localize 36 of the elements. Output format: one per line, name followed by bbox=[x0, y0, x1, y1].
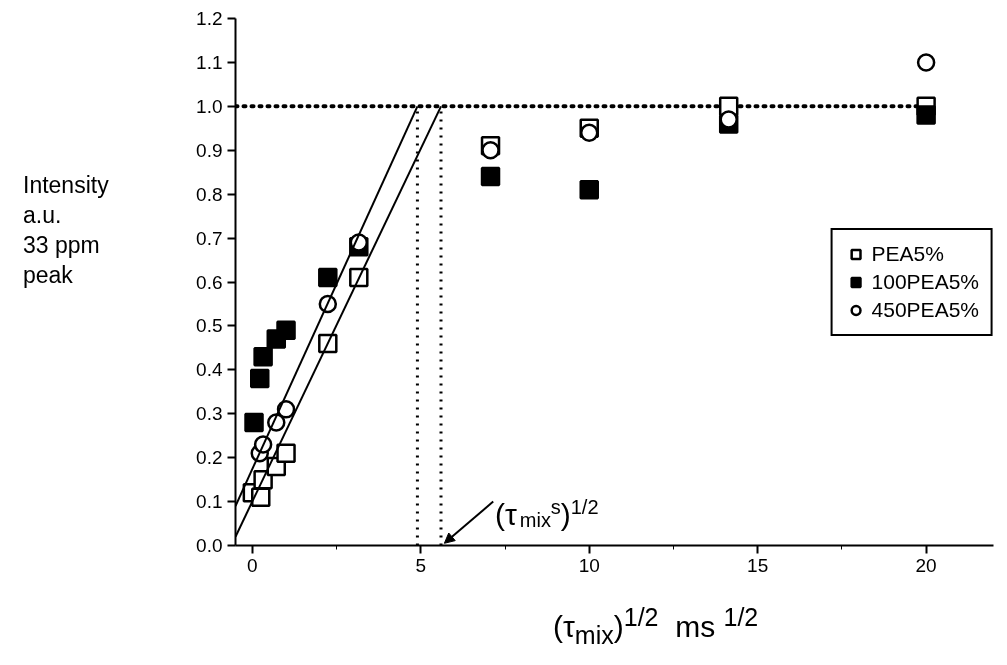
point bbox=[916, 53, 936, 72]
y-tick-label: 0.1 bbox=[196, 491, 223, 513]
point bbox=[244, 412, 264, 433]
point bbox=[318, 267, 338, 288]
x-axis-title: (τ$_{mix}$)$^{1/2}$ ms $^{1/2}$ bbox=[553, 602, 759, 651]
legend-label: PEA5% bbox=[871, 241, 944, 266]
y-tick-label: 0.5 bbox=[196, 315, 223, 337]
y-tick-label: 1.1 bbox=[196, 51, 223, 73]
y-tick-label: 0.4 bbox=[196, 359, 223, 381]
y-tick-label: 0.2 bbox=[196, 447, 223, 469]
legend-label: 450PEA5% bbox=[871, 297, 979, 322]
y-tick-label: 0.8 bbox=[196, 183, 223, 205]
y-tick-label: 0.7 bbox=[196, 227, 223, 249]
point bbox=[480, 166, 501, 187]
point bbox=[579, 180, 599, 200]
point bbox=[719, 110, 738, 129]
x-tick-label: 10 bbox=[578, 554, 600, 576]
y-tick-label: 0.6 bbox=[196, 271, 223, 293]
y-axis-title: Intensity a.u. 33 ppm peak bbox=[23, 171, 109, 290]
point bbox=[250, 368, 270, 389]
y-tick-label: 0.3 bbox=[196, 403, 223, 425]
point bbox=[276, 320, 296, 341]
point bbox=[253, 346, 273, 367]
point bbox=[579, 123, 599, 142]
point bbox=[276, 443, 296, 464]
x-tick-label: 0 bbox=[247, 554, 258, 576]
y-tick-label: 1.2 bbox=[196, 8, 223, 29]
legend-label: 100PEA5% bbox=[871, 269, 979, 294]
point bbox=[481, 141, 500, 160]
x-tick-label: 20 bbox=[915, 554, 937, 576]
y-tick-label: 0.0 bbox=[196, 535, 223, 556]
y-tick-label: 0.9 bbox=[196, 139, 223, 161]
y-tick-label: 1.0 bbox=[196, 95, 223, 117]
point bbox=[916, 105, 936, 125]
x-tick-label: 15 bbox=[747, 554, 769, 576]
x-tick-label: 5 bbox=[415, 554, 427, 576]
